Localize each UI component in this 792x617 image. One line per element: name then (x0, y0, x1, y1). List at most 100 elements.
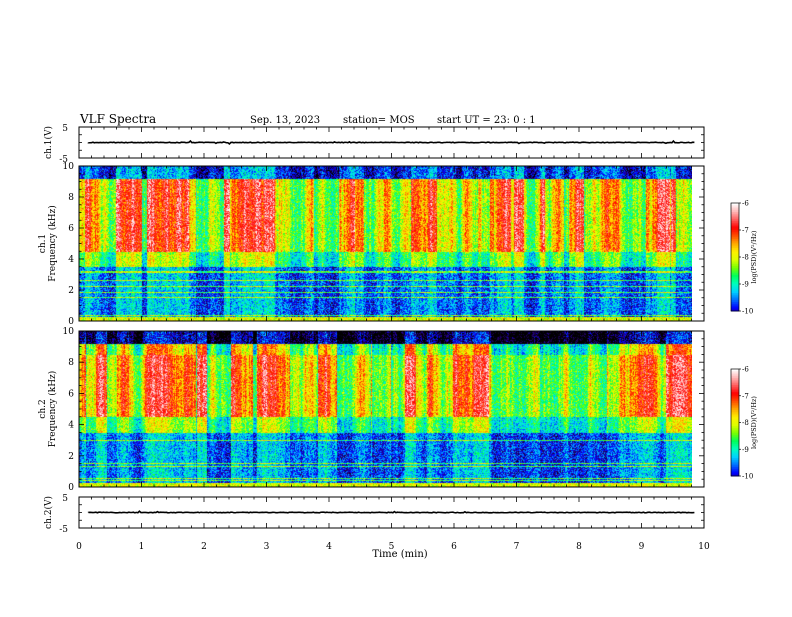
ch2-spectrogram-ytick-label: 2 (68, 452, 74, 462)
x-tick-label: 1 (139, 542, 145, 552)
ch1-spectrogram-colorbar-step (731, 237, 739, 240)
ch1-spectrogram-colorbar-step (731, 224, 739, 227)
ch2-spectrogram-colorbar-step (731, 393, 739, 397)
ch2-spectrogram-colorbar-step (731, 436, 739, 440)
ch1-spectrogram-colorbar-step (731, 287, 739, 290)
ch1-colorbar: -6 -7 -8 -9 -10 log(PSD)(V²/Hz) (730, 200, 758, 316)
ch1-spectrogram-colorbar-step (731, 219, 739, 222)
ch2-spectrogram-colorbar-step (731, 431, 739, 434)
ch1-spectrogram-colorbar-step (731, 246, 739, 249)
ch2-spectrogram-colorbar-step (731, 411, 739, 415)
ch2-waveform-ylabel: ch.2(V) (43, 496, 54, 529)
ch1-spectrogram-colorbar-step (731, 226, 739, 229)
ch1-spectrogram-colorbar-step (731, 271, 739, 274)
ch2-spectrogram-colorbar-step (731, 379, 739, 382)
ch2-spectrogram-colorbar-step (731, 385, 739, 388)
ch1-spectrogram-colorbar-step (731, 212, 739, 215)
ch1-spectrogram-ytick-label: 2 (68, 286, 74, 296)
ch1-spectrogram-colorbar-step (731, 228, 739, 231)
x-tick-label: 7 (514, 542, 520, 552)
ch1-spectrogram-colorbar-step (731, 282, 739, 285)
ch2-spectrogram-colorbar-step (731, 377, 739, 381)
ch1-spectrogram-colorbar-step (731, 284, 739, 287)
ch1-spectrogram-ylabel-channel: ch.1 (38, 234, 48, 253)
x-tick-label: 8 (576, 542, 582, 552)
date-label: Sep. 13, 2023 (250, 115, 320, 126)
ch2-spectrogram-colorbar-step (731, 381, 739, 384)
ch2-spectrogram-colorbar-step (731, 390, 739, 393)
ch1-waveform-ylabel: ch.1(V) (43, 126, 54, 159)
ch1-spectrogram-colorbar-tick-label: -9 (742, 281, 749, 289)
ch2-spectrogram-colorbar-step (731, 388, 739, 391)
ch2-spectrogram-colorbar-step (731, 474, 739, 477)
ch1-spectrogram-colorbar-step (731, 285, 739, 289)
ch1-spectrogram-colorbar-step (731, 215, 739, 218)
ch1-spectrogram-colorbar-step (731, 269, 739, 272)
ch1-spectrogram-colorbar-step (731, 248, 739, 251)
ch1-spectrogram-colorbar-step (731, 266, 739, 269)
ch1-spectrogram-colorbar-step (731, 204, 739, 208)
ch1-spectrogram-image (79, 166, 692, 321)
ch1-waveform-ytick-label: -5 (59, 155, 68, 165)
ch2-waveform-panel: 5 -5 ch.2(V) (43, 494, 705, 535)
ch2-spectrogram-colorbar-step (731, 429, 739, 432)
ch2-spectrogram-colorbar-tick-label: -10 (742, 473, 753, 481)
ch1-spectrogram-ytick-label: 10 (63, 162, 75, 172)
ch1-spectrogram-colorbar-step (731, 305, 739, 308)
ch2-spectrogram-colorbar-step (731, 420, 739, 423)
ch2-spectrogram-colorbar-step (731, 433, 739, 436)
ch2-spectrogram-colorbar-step (731, 406, 739, 409)
ch1-spectrogram-colorbar-step (731, 233, 739, 236)
ch1-spectrogram-ytick-label: 8 (68, 193, 74, 203)
ch2-spectrogram-colorbar-step (731, 401, 739, 404)
ch1-spectrogram-colorbar-step (731, 300, 739, 303)
ch2-spectrogram-colorbar-step (731, 374, 739, 377)
time-axis: 0 1 2 3 4 5 6 7 8 9 10 (76, 542, 710, 552)
ch1-spectrogram-colorbar-step (731, 307, 739, 310)
x-tick-label: 2 (201, 542, 207, 552)
ch1-spectrogram-colorbar-step (731, 221, 739, 224)
ch1-spectrogram-colorbar-step (731, 273, 739, 276)
ch1-spectrogram-ytick-label: 0 (68, 317, 74, 327)
ch1-spectrogram-colorbar-step (731, 289, 739, 292)
ch1-spectrogram-colorbar-step (731, 293, 739, 296)
ch2-spectrogram-colorbar-step (731, 383, 739, 386)
ch1-spectrogram-colorbar-step (731, 276, 739, 280)
ch2-spectrogram-colorbar-step (731, 434, 739, 438)
ch2-colorbar: -6 -7 -8 -9 -10 log(PSD)(V²/Hz) (730, 366, 758, 481)
x-tick-label: 4 (326, 542, 332, 552)
ch1-waveform-ytick-label: 5 (62, 124, 68, 134)
ch1-spectrogram-colorbar-step (731, 258, 739, 262)
ch2-spectrogram-colorbar-step (731, 472, 739, 475)
ch1-spectrogram-ytick-label: 4 (68, 255, 74, 265)
ch2-spectrogram-colorbar-step (731, 386, 739, 390)
ch1-spectrogram-colorbar-step (731, 253, 739, 256)
ch2-spectrogram-colorbar-step (731, 426, 739, 429)
ch1-spectrogram-colorbar-tick-label: -8 (742, 254, 749, 262)
ch2-spectrogram-colorbar-step (731, 424, 739, 427)
x-tick-label: 10 (698, 542, 710, 552)
ch2-spectrogram-colorbar-step (731, 458, 739, 461)
ch1-spectrogram-colorbar-step (731, 260, 739, 263)
station-label: station= MOS (343, 115, 415, 126)
ch1-spectrogram-colorbar-step (731, 262, 739, 265)
ch2-spectrogram-colorbar-step (731, 399, 739, 402)
ch2-waveform-ytick-label: -5 (59, 525, 68, 535)
ch1-spectrogram-colorbar-tick-label: -7 (742, 227, 749, 235)
ch2-spectrogram-colorbar-step (731, 459, 739, 463)
ch1-spectrogram-panel: 0 2 4 6 8 10 ch.1 Frequency (kHz) (38, 162, 705, 327)
ch1-spectrogram-colorbar-step (731, 242, 739, 245)
x-tick-label: 0 (76, 542, 82, 552)
ch1-spectrogram-colorbar-step (731, 291, 739, 294)
ch2-spectrogram-colorbar-step (731, 369, 739, 372)
ch2-spectrogram-colorbar-step (731, 417, 739, 420)
ch1-spectrogram-colorbar-step (731, 249, 739, 253)
ch2-spectrogram-colorbar-step (731, 468, 739, 472)
ch1-spectrogram-colorbar-step (731, 206, 739, 209)
x-tick-label: 5 (389, 542, 395, 552)
ch2-spectrogram-colorbar-tick-label: -6 (742, 366, 749, 374)
ch2-spectrogram-colorbar-step (731, 404, 739, 407)
ch1-spectrogram-colorbar-tick-label: -10 (742, 308, 753, 316)
ch1-waveform-panel: 5 -5 ch.1(V) (43, 124, 705, 165)
ch1-spectrogram-colorbar-step (731, 230, 739, 233)
